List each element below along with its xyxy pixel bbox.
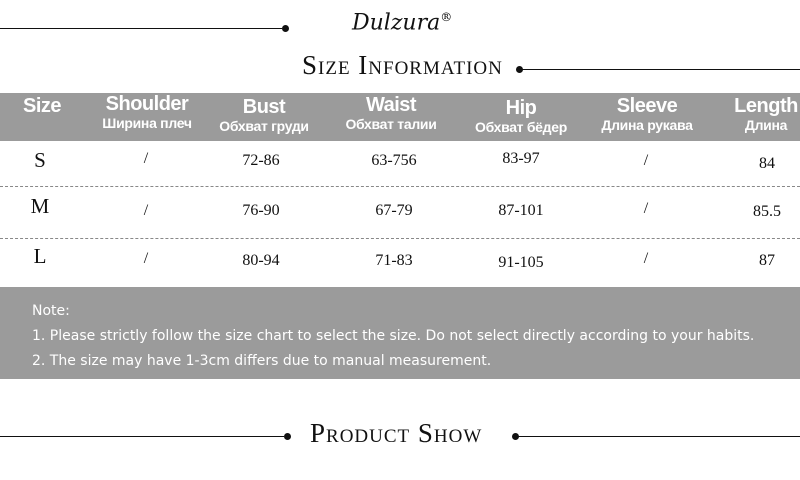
col-length: Length Длина — [734, 95, 798, 133]
table-cell: 87 — [759, 252, 775, 269]
table-cell: 80-94 — [242, 252, 280, 269]
divider-dot — [516, 66, 523, 73]
brand-logo: Dulzura® — [352, 10, 453, 36]
note-line: 1. Please strictly follow the size chart… — [32, 328, 755, 344]
col-bust: Bust Обхват груди — [219, 96, 309, 134]
divider-line — [516, 436, 800, 437]
table-cell: 67-79 — [375, 202, 413, 219]
table-cell: / — [643, 250, 649, 267]
divider-line — [520, 69, 800, 70]
table-cell: / — [143, 250, 149, 267]
note-line: 2. The size may have 1-3cm differs due t… — [32, 353, 492, 369]
page-title: Size Information — [302, 50, 503, 80]
table-cell: 91-105 — [498, 254, 544, 271]
row-divider — [0, 238, 800, 239]
size-label: M — [30, 194, 50, 218]
col-shoulder: Shoulder Ширина плеч — [102, 93, 192, 131]
section-title: Product Show — [310, 418, 483, 448]
table-cell: / — [143, 150, 149, 167]
note-box: Note: 1. Please strictly follow the size… — [0, 287, 800, 379]
col-hip: Hip Обхват бёдер — [475, 97, 567, 135]
table-cell: / — [643, 200, 649, 217]
table-cell: / — [143, 202, 149, 219]
divider-dot — [284, 433, 291, 440]
table-cell: 85.5 — [753, 203, 781, 220]
col-sleeve: Sleeve Длина рукава — [601, 95, 693, 133]
table-cell: 63-756 — [371, 152, 417, 169]
divider-line — [0, 436, 284, 437]
table-cell: / — [643, 152, 649, 169]
row-divider — [0, 186, 800, 187]
note-heading: Note: — [32, 303, 70, 319]
table-cell: 76-90 — [242, 202, 280, 219]
col-waist: Waist Обхват талии — [345, 94, 437, 132]
divider-dot — [282, 25, 289, 32]
table-header: Size Shoulder Ширина плеч Bust Обхват груд… — [0, 93, 800, 141]
table-cell: 83-97 — [502, 150, 540, 167]
table-cell: 84 — [759, 155, 775, 172]
size-label: S — [34, 148, 46, 172]
table-cell: 72-86 — [242, 152, 280, 169]
col-size: Size — [22, 95, 62, 117]
table-cell: 71-83 — [375, 252, 413, 269]
size-label: L — [33, 244, 47, 268]
table-cell: 87-101 — [498, 202, 544, 219]
divider-dot — [512, 433, 519, 440]
divider-line — [0, 28, 282, 29]
